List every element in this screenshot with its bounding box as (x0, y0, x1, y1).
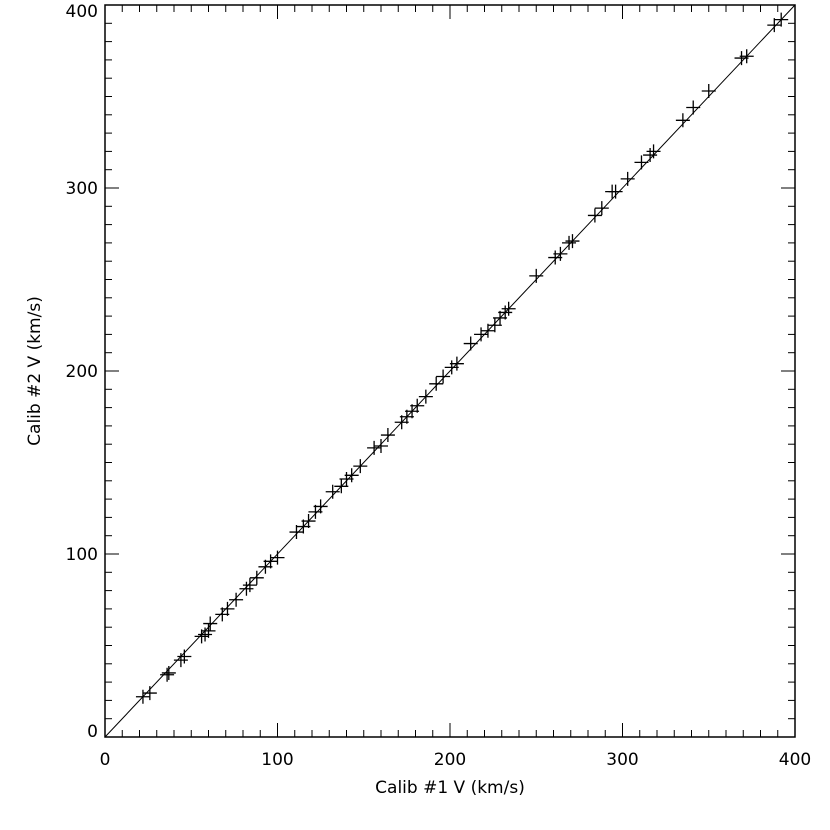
data-points (135, 12, 789, 704)
y-tick-label: 0 (87, 722, 98, 742)
data-point (767, 18, 782, 33)
data-point (463, 336, 478, 351)
x-tick-label: 300 (606, 750, 638, 770)
data-point (289, 525, 304, 540)
data-point (594, 201, 609, 216)
data-point (587, 208, 602, 223)
data-point (203, 616, 218, 631)
y-tick-label: 100 (66, 545, 98, 565)
data-point (242, 578, 257, 593)
data-point (220, 601, 235, 616)
x-tick-label: 400 (779, 750, 811, 770)
data-point (334, 479, 349, 494)
data-point (161, 665, 176, 680)
axis-ticks (105, 5, 795, 737)
data-point (498, 305, 513, 320)
y-tick-label: 300 (66, 179, 98, 199)
data-point (173, 653, 188, 668)
data-point (643, 148, 658, 163)
y-axis-title: Calib #2 V (km/s) (25, 296, 45, 446)
data-point (313, 499, 328, 514)
data-point (701, 84, 716, 99)
data-point (449, 356, 464, 371)
data-point (429, 376, 444, 391)
data-point (325, 484, 340, 499)
data-point (436, 369, 451, 384)
data-point (634, 155, 649, 170)
data-point (608, 184, 623, 199)
data-point (194, 629, 209, 644)
data-point (480, 323, 495, 338)
data-point (367, 440, 382, 455)
data-point (553, 246, 568, 261)
data-point (374, 439, 388, 454)
data-point (301, 514, 316, 529)
data-point (344, 468, 359, 483)
data-point (135, 689, 150, 704)
data-point (686, 100, 701, 115)
y-tick-label: 200 (66, 362, 98, 382)
data-point (418, 389, 433, 404)
data-point (380, 428, 395, 443)
data-point (675, 113, 690, 128)
x-tick-label: 0 (100, 750, 111, 770)
plot-frame (104, 4, 796, 738)
data-point (229, 592, 244, 607)
data-point (201, 623, 216, 638)
data-point (270, 550, 285, 565)
data-point (562, 235, 577, 250)
data-point (565, 234, 580, 249)
data-point (774, 12, 789, 27)
x-tick-label: 100 (261, 750, 293, 770)
data-point (177, 649, 192, 664)
data-point (620, 171, 635, 186)
data-point (142, 686, 157, 701)
data-point (529, 268, 544, 283)
data-point (263, 554, 278, 569)
data-point (353, 459, 368, 474)
x-tick-label: 200 (434, 750, 466, 770)
data-point (239, 581, 254, 596)
data-point (160, 667, 175, 682)
data-point (198, 627, 213, 642)
y-tick-label: 400 (66, 2, 98, 22)
data-point (474, 327, 489, 342)
data-point (501, 301, 516, 316)
data-point (739, 49, 754, 64)
data-point (487, 318, 502, 333)
data-point (410, 398, 425, 413)
x-axis-title: Calib #1 V (km/s) (375, 778, 525, 798)
data-point (249, 570, 264, 585)
tick-labels: 0 100 200 300 400 0 100 200 300 400 (66, 2, 812, 770)
data-point (646, 144, 661, 159)
